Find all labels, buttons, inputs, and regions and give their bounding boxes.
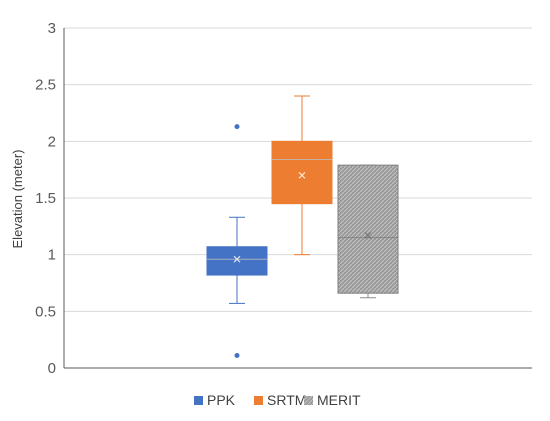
mean-marker <box>298 171 306 179</box>
legend-swatch-ppk <box>194 396 203 405</box>
y-tick-label: 0.5 <box>35 303 56 320</box>
legend-label-ppk: PPK <box>207 392 236 408</box>
legend-swatch-srtm <box>254 396 263 405</box>
outlier-point <box>234 353 240 359</box>
legend-swatch-merit <box>304 396 313 405</box>
y-axis-title: Elevation (meter) <box>10 150 25 249</box>
box-iqr <box>206 246 268 276</box>
legend-label-srtm: SRTM <box>267 392 306 408</box>
box-merit <box>337 164 399 299</box>
y-tick-label: 1.5 <box>35 190 56 207</box>
axes: 0 0.5 1 1.5 2 2.5 3 <box>35 20 532 377</box>
y-tick-label: 2 <box>48 133 56 150</box>
outlier-point <box>234 124 240 130</box>
mean-marker <box>364 231 372 239</box>
box-iqr <box>337 164 399 294</box>
y-tick-label: 0 <box>48 360 56 377</box>
y-tick-label: 1 <box>48 247 56 264</box>
box-iqr <box>271 140 333 205</box>
y-tick-label: 3 <box>48 20 56 37</box>
box-ppk <box>206 124 268 359</box>
y-tick-label: 2.5 <box>35 77 56 94</box>
legend: PPK SRTM MERIT <box>194 392 361 408</box>
legend-label-merit: MERIT <box>317 392 361 408</box>
box-srtm <box>271 95 333 256</box>
series <box>206 95 399 359</box>
mean-marker <box>233 255 241 263</box>
